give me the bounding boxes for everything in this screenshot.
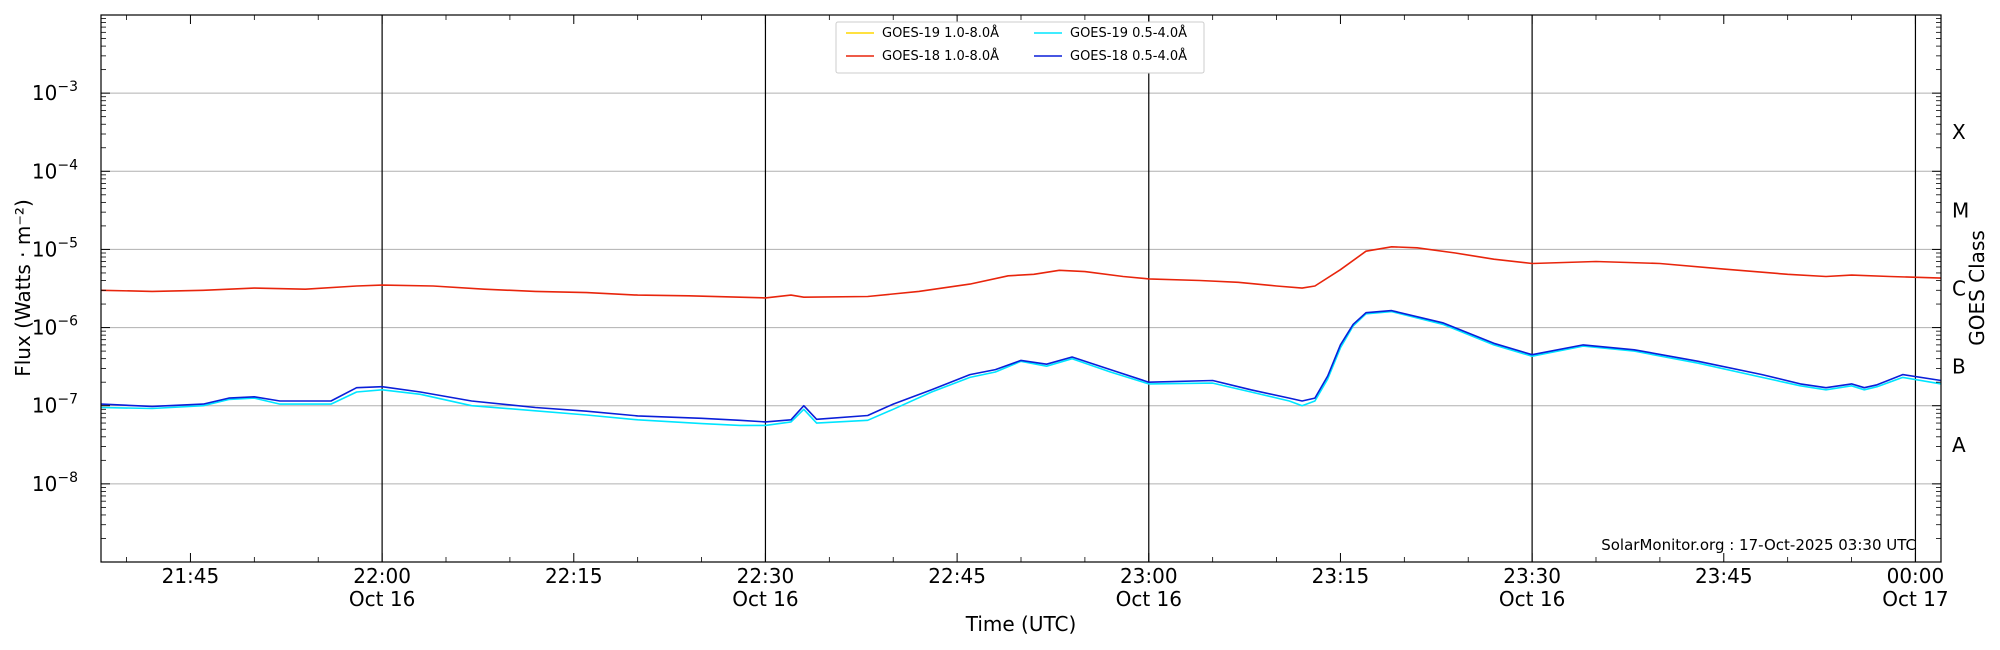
x-tick-label: 23:00 xyxy=(1120,564,1178,588)
x-tick-label: 23:15 xyxy=(1312,564,1370,588)
x-tick-label: 22:15 xyxy=(545,564,603,588)
y-tick-label: 10−5 xyxy=(32,235,78,261)
legend: GOES-19 1.0-8.0Å GOES-18 1.0-8.0Å GOES-19 … xyxy=(835,21,1205,74)
x-tick-label: 21:45 xyxy=(162,564,220,588)
legend-label-1: GOES-18 1.0-8.0Å xyxy=(882,48,999,64)
x-tick-label: 23:30 xyxy=(1503,564,1561,588)
x-tick-label: 00:00 xyxy=(1887,564,1945,588)
y-axis-title: Flux (Watts · m⁻²) xyxy=(11,199,35,377)
x-tick-sublabel: Oct 16 xyxy=(349,587,415,611)
grid-lines xyxy=(101,92,1941,485)
x-tick-label: 22:00 xyxy=(353,564,411,588)
goes-class-labels: A B C M X xyxy=(1952,120,1969,457)
series-line-1 xyxy=(100,246,1942,299)
goes-class-label-x: X xyxy=(1952,120,1966,144)
y-tick-label: 10−8 xyxy=(32,470,78,496)
goes-class-label-c: C xyxy=(1952,277,1966,301)
x-tick-label: 23:45 xyxy=(1695,564,1753,588)
series-line-3 xyxy=(100,309,1942,423)
x-tick-label: 22:45 xyxy=(928,564,986,588)
source-annotation: SolarMonitor.org : 17-Oct-2025 03:30 UTC xyxy=(1601,536,1916,554)
right-axis-title: GOES Class xyxy=(1965,230,1989,346)
legend-entries: GOES-19 1.0-8.0Å GOES-18 1.0-8.0Å GOES-19 … xyxy=(846,25,1187,64)
goes-class-label-b: B xyxy=(1952,355,1966,379)
x-axis-title: Time (UTC) xyxy=(965,612,1077,636)
goes-class-label-a: A xyxy=(1952,433,1966,457)
y-tick-label: 10−4 xyxy=(32,157,78,183)
goes-class-label-m: M xyxy=(1952,198,1969,222)
x-tick-sublabel: Oct 16 xyxy=(1116,587,1182,611)
y-tick-label: 10−6 xyxy=(32,314,78,340)
y-tick-label: 10−3 xyxy=(32,79,78,105)
series-lines xyxy=(100,246,1942,427)
x-tick-sublabel: Oct 16 xyxy=(732,587,798,611)
legend-label-2: GOES-19 0.5-4.0Å xyxy=(1070,25,1187,41)
legend-box xyxy=(835,21,1205,74)
x-tick-label: 22:30 xyxy=(737,564,795,588)
x-tick-sublabel: Oct 17 xyxy=(1882,587,1948,611)
legend-label-3: GOES-18 0.5-4.0Å xyxy=(1070,48,1187,64)
legend-label-0: GOES-19 1.0-8.0Å xyxy=(882,25,999,41)
y-tick-label: 10−7 xyxy=(32,392,78,418)
x-tick-sublabel: Oct 16 xyxy=(1499,587,1565,611)
day-marker-lines xyxy=(381,15,1917,562)
series-line-2 xyxy=(100,310,1942,427)
